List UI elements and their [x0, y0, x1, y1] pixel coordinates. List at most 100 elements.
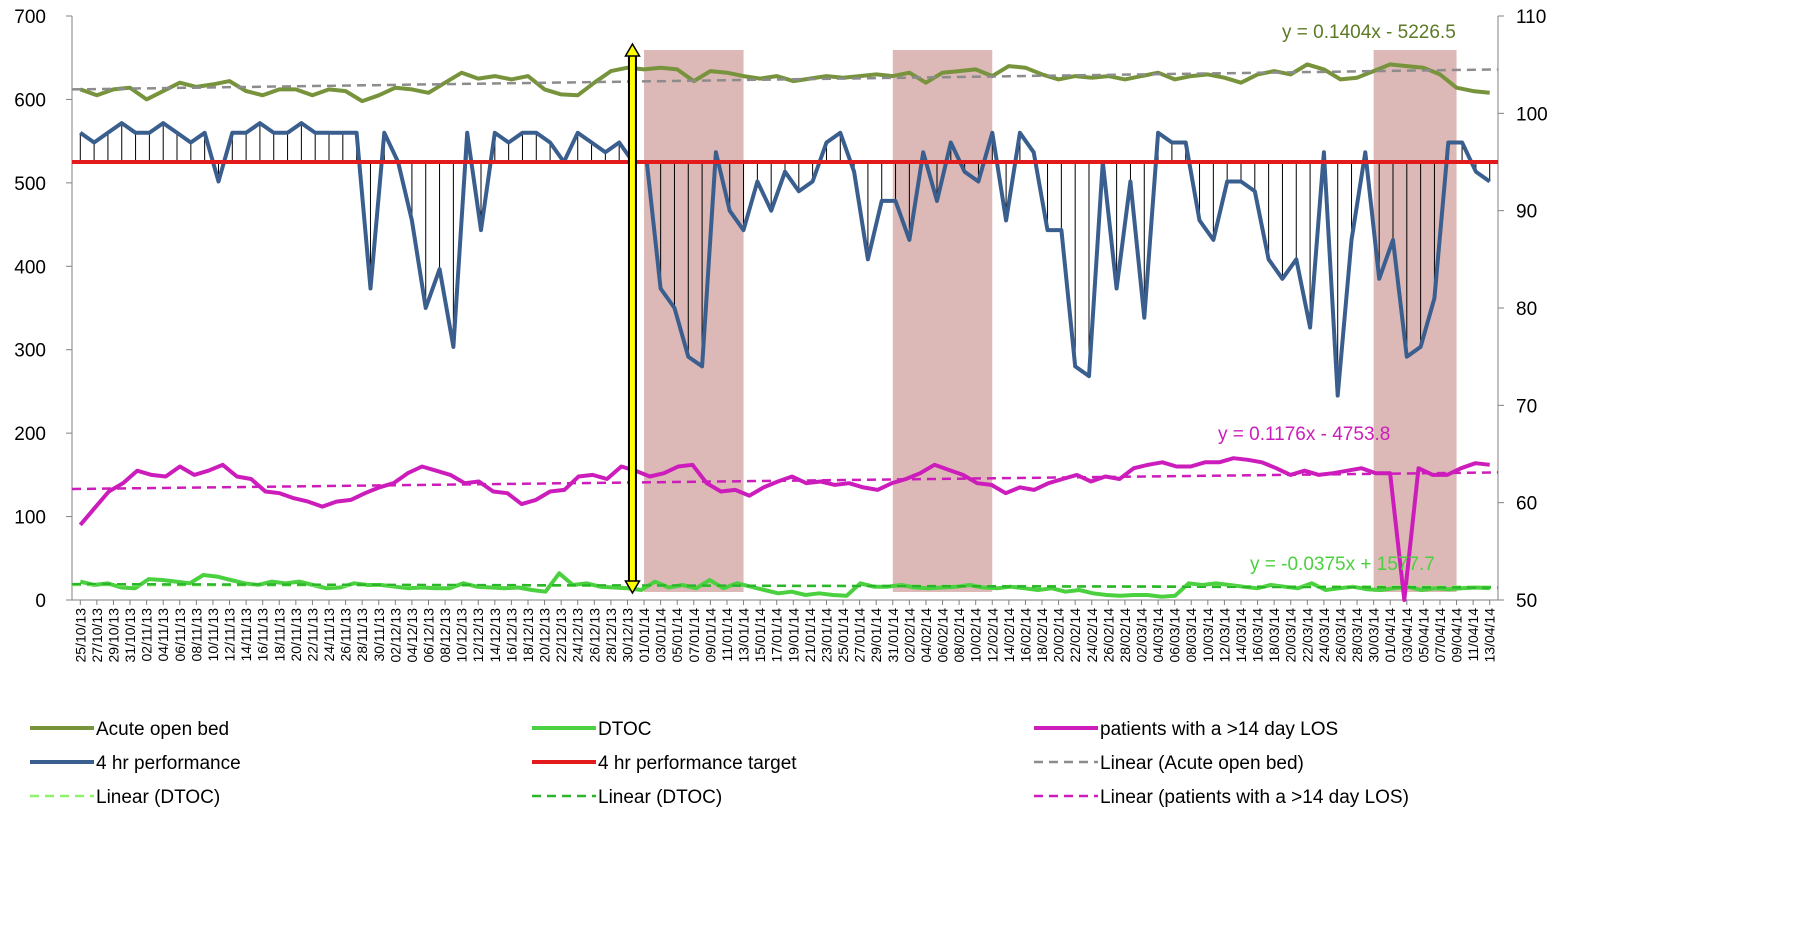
x-tick-label: 26/12/13 [586, 608, 602, 663]
marker-arrow-head-bottom [624, 580, 641, 595]
series-linear-patients-with-a-14-day-los-8 [71, 471, 1499, 491]
x-tick-label: 09/01/14 [702, 608, 718, 663]
x-tick-label: 02/11/13 [139, 608, 155, 662]
x-tick-label: 14/11/13 [238, 608, 254, 662]
x-tick-label: 19/01/14 [785, 608, 801, 663]
legend-label: Linear (Acute open bed) [1100, 753, 1304, 774]
x-tick-label: 08/12/13 [437, 608, 453, 663]
series-patients-with-a-14-day-los-4 [78, 456, 1490, 602]
x-tick-label: 07/04/14 [1432, 608, 1448, 663]
left-tick-label: 500 [14, 174, 46, 195]
series-acute-open-bed-0 [79, 62, 1490, 104]
x-tick-label: 14/12/13 [487, 608, 503, 663]
x-tick-label: 30/11/13 [371, 608, 387, 662]
x-tick-label: 17/01/14 [769, 608, 785, 663]
left-tick-label: 300 [14, 341, 46, 362]
x-tick-label: 11/04/14 [1465, 608, 1481, 662]
x-tick-label: 18/02/14 [1034, 608, 1050, 663]
legend-item: 4 hr performance [30, 753, 241, 774]
right-tick-label: 50 [1516, 591, 1537, 612]
x-tick-label: 27/10/13 [89, 608, 105, 663]
x-tick-label: 20/11/13 [288, 608, 304, 662]
right-tick-label: 100 [1516, 104, 1548, 125]
legend-item: Linear (patients with a >14 day LOS) [1034, 787, 1409, 808]
x-tick-label: 12/12/13 [470, 608, 486, 663]
series-linear-dtoc-7 [71, 582, 1499, 589]
x-tick-label: 18/03/14 [1266, 608, 1282, 663]
x-tick-label: 16/12/13 [503, 608, 519, 663]
legend-label: patients with a >14 day LOS [1100, 719, 1338, 740]
x-tick-label: 26/11/13 [338, 608, 354, 662]
left-tick-label: 100 [14, 508, 46, 529]
left-tick-label: 200 [14, 424, 46, 445]
right-tick-label: 110 [1516, 7, 1546, 28]
x-tick-label: 13/04/14 [1482, 608, 1498, 663]
x-tick-label: 11/01/14 [719, 608, 735, 662]
legend-label: Linear (patients with a >14 day LOS) [1100, 787, 1409, 808]
legend-label: Linear (DTOC) [598, 787, 722, 808]
x-tick-label: 20/12/13 [537, 608, 553, 663]
shaded-period-1 [892, 50, 993, 592]
x-tick-label: 04/02/14 [918, 608, 934, 663]
x-tick-label: 08/03/14 [1183, 608, 1199, 663]
x-tick-label: 24/02/14 [1084, 608, 1100, 663]
x-tick-label: 05/04/14 [1415, 608, 1431, 663]
x-tick-label: 09/04/14 [1449, 608, 1465, 663]
marker-arrow-head-top [624, 42, 641, 57]
x-tick-label: 28/02/14 [1117, 608, 1133, 663]
left-tick-label: 600 [14, 90, 46, 111]
x-tick-label: 22/11/13 [304, 608, 320, 662]
x-tick-label: 06/02/14 [935, 608, 951, 663]
x-tick-label: 25/01/14 [835, 608, 851, 663]
legend-item: Linear (DTOC) [30, 787, 220, 808]
x-tick-label: 05/01/14 [669, 608, 685, 663]
legend-item: 4 hr performance target [532, 753, 797, 774]
x-tick-label: 12/02/14 [984, 608, 1000, 663]
x-tick-label: 12/03/14 [1216, 608, 1232, 663]
x-tick-label: 29/01/14 [868, 608, 884, 663]
x-tick-label: 20/02/14 [1051, 608, 1067, 663]
x-tick-label: 31/10/13 [122, 608, 138, 663]
x-tick-label: 03/01/14 [653, 608, 669, 663]
x-tick-label: 24/12/13 [570, 608, 586, 663]
x-tick-label: 29/10/13 [105, 608, 121, 663]
legend-item: Linear (Acute open bed) [1034, 753, 1304, 774]
x-tick-label: 04/12/13 [404, 608, 420, 663]
x-tick-label: 02/02/14 [901, 608, 917, 663]
x-tick-label: 10/11/13 [205, 608, 221, 662]
x-tick-label: 28/03/14 [1349, 608, 1365, 663]
x-tick-label: 24/11/13 [321, 608, 337, 662]
x-tick-label: 07/01/14 [686, 608, 702, 663]
x-tick-label: 26/03/14 [1332, 608, 1348, 663]
left-tick-label: 0 [35, 591, 46, 612]
x-tick-label: 23/01/14 [818, 608, 834, 663]
x-tick-label: 14/02/14 [1001, 608, 1017, 663]
x-tick-label: 18/12/13 [520, 608, 536, 663]
x-tick-label: 01/01/14 [636, 608, 652, 663]
x-tick-label: 03/04/14 [1399, 608, 1415, 663]
x-tick-label: 28/12/13 [603, 608, 619, 663]
x-tick-label: 06/11/13 [172, 608, 188, 662]
legend-item: DTOC [532, 719, 651, 740]
x-tick-label: 28/11/13 [354, 608, 370, 662]
x-tick-label: 22/12/13 [553, 608, 569, 663]
performance-drop-lines [79, 123, 1491, 396]
x-tick-label: 06/12/13 [421, 608, 437, 663]
right-tick-label: 70 [1516, 396, 1537, 417]
x-tick-label: 25/10/13 [72, 608, 88, 663]
legend-label: DTOC [598, 719, 651, 740]
x-tick-label: 16/11/13 [255, 608, 271, 662]
x-tick-label: 21/01/14 [802, 608, 818, 663]
x-tick-label: 31/01/14 [885, 608, 901, 663]
legend-label: Linear (DTOC) [96, 787, 220, 808]
x-tick-label: 01/04/14 [1382, 608, 1398, 663]
trendline-equation: y = -0.0375x + 1577.7 [1250, 554, 1435, 575]
trendline-equation: y = 0.1176x - 4753.8 [1218, 424, 1390, 445]
x-tick-label: 12/11/13 [222, 608, 238, 662]
x-tick-label: 30/12/13 [619, 608, 635, 663]
x-tick-label: 08/11/13 [188, 608, 204, 662]
x-tick-label: 04/03/14 [1150, 608, 1166, 663]
left-tick-label: 400 [14, 257, 46, 278]
x-tick-label: 02/12/13 [387, 608, 403, 663]
x-tick-label: 24/03/14 [1316, 608, 1332, 663]
